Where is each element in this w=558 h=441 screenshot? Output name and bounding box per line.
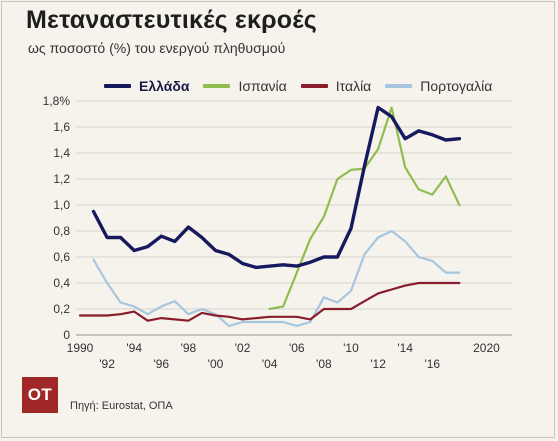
chart-title: Μεταναστευτικές εκροές bbox=[26, 6, 317, 34]
legend-label-spain: Ισπανία bbox=[238, 78, 287, 94]
x-tick-label: 1990 bbox=[67, 341, 94, 355]
x-tick-label: '94 bbox=[126, 341, 142, 355]
y-tick-label: 1,6 bbox=[53, 120, 70, 134]
x-tick-label: '96 bbox=[153, 357, 169, 371]
y-tick-label: 1,2 bbox=[53, 172, 70, 186]
ot-logo: ΟΤ bbox=[22, 377, 58, 413]
chart-legend: Ελλάδα Ισπανία Ιταλία Πορτογαλία bbox=[104, 78, 506, 94]
source-note: Πηγή: Eurostat, ΟΠΑ bbox=[70, 400, 173, 412]
y-tick-label: 0,4 bbox=[53, 276, 70, 290]
y-tick-label: 0,6 bbox=[53, 250, 70, 264]
series-line-greece bbox=[91, 105, 462, 270]
x-tick-label: '92 bbox=[99, 357, 115, 371]
x-tick-label: '00 bbox=[208, 357, 224, 371]
series-line-spain bbox=[268, 106, 461, 311]
x-axis-tick-labels: 1990 '94 '98 '02 '06 '10 '14 2020 '92 '96 '00 '04 '0… bbox=[67, 341, 500, 371]
y-tick-label: 0,2 bbox=[53, 302, 70, 316]
x-tick-label: '16 bbox=[424, 357, 440, 371]
x-tick-label: '10 bbox=[343, 341, 359, 355]
y-tick-label: 1,8% bbox=[43, 94, 71, 108]
legend-label-greece: Ελλάδα bbox=[139, 78, 190, 94]
x-tick-label: '02 bbox=[235, 341, 251, 355]
chart-subtitle: ως ποσοστό (%) του ενεργού πληθυσμού bbox=[28, 40, 286, 56]
x-tick-label: 2020 bbox=[473, 341, 500, 355]
legend-swatch-portugal bbox=[385, 84, 413, 88]
y-tick-label: 1,0 bbox=[53, 198, 70, 212]
legend-item-greece: Ελλάδα bbox=[104, 78, 189, 94]
y-axis-tick-labels: 0 0,2 0,4 0,6 0,8 1,0 1,2 1,4 1,6 1,8% bbox=[43, 94, 71, 342]
y-tick-label: 0 bbox=[63, 328, 70, 342]
legend-item-italy: Ιταλία bbox=[300, 78, 372, 94]
x-tick-label: '08 bbox=[316, 357, 332, 371]
x-tick-label: '04 bbox=[262, 357, 278, 371]
series-line-portugal bbox=[92, 229, 461, 327]
legend-item-spain: Ισπανία bbox=[203, 78, 287, 94]
chart-gridlines bbox=[76, 100, 512, 336]
legend-swatch-italy bbox=[300, 84, 328, 88]
legend-item-portugal: Πορτογαλία bbox=[385, 78, 492, 94]
chart-series bbox=[78, 105, 462, 327]
y-tick-label: 0,8 bbox=[53, 224, 70, 238]
legend-label-italy: Ιταλία bbox=[335, 78, 372, 94]
x-tick-label: '12 bbox=[370, 357, 386, 371]
series-line-italy bbox=[78, 281, 461, 322]
legend-swatch-spain bbox=[203, 84, 231, 88]
legend-label-portugal: Πορτογαλία bbox=[420, 78, 493, 94]
y-tick-label: 1,4 bbox=[53, 146, 70, 160]
legend-swatch-greece bbox=[104, 84, 131, 88]
x-tick-label: '98 bbox=[181, 341, 197, 355]
x-tick-label: '14 bbox=[397, 341, 413, 355]
x-tick-label: '06 bbox=[289, 341, 305, 355]
